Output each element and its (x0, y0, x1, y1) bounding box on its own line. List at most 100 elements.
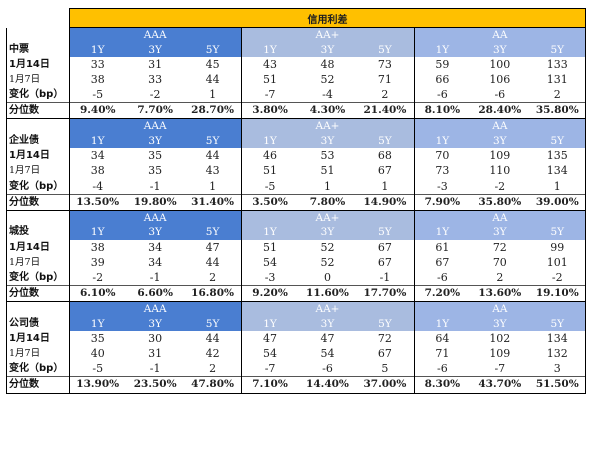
tenor-header: 5Y (378, 226, 392, 239)
value-group: 51 52 71 (241, 72, 413, 87)
table-row: 1月14日 35 30 44 47 47 72 64 102 134 (6, 331, 586, 346)
value-cell: 7.20% (424, 287, 461, 300)
rating-group-header: AA (413, 302, 586, 317)
value-group: -5 -1 2 (69, 361, 241, 376)
value-cell: 31 (148, 347, 163, 361)
value-cell: 70 (492, 255, 507, 269)
rating-label: AAA (143, 120, 167, 133)
credit-spread-table: 信用利差 AAA AA+ AA 中票 1Y 3Y 5Y 1Y 3Y 5Y 1Y 3Y 5Y 1月14日 33… (6, 8, 586, 394)
value-cell: 38 (90, 164, 105, 178)
tenor-header: 3Y (148, 134, 162, 147)
rating-group-header: AAA (69, 119, 242, 134)
value-cell: 45 (205, 58, 220, 71)
value-group: 7.90% 35.80% 39.00% (414, 195, 586, 210)
value-cell: 135 (546, 149, 568, 163)
tenor-header: 5Y (550, 226, 565, 239)
rating-label: AA+ (315, 29, 340, 41)
value-cell: 52 (320, 73, 335, 87)
value-cell: 2 (209, 362, 217, 376)
value-cell: 35.80% (535, 104, 579, 117)
value-cell: 39.00% (535, 195, 579, 208)
value-cell: 1 (553, 179, 561, 193)
value-cell: 7.10% (252, 378, 288, 391)
tenor-header: 1Y (90, 134, 105, 147)
value-group: 39 34 44 (69, 255, 241, 270)
tenor-header: 3Y (493, 134, 507, 147)
tenor-group: 1Y 3Y 5Y (241, 316, 414, 332)
tenor-header: 5Y (378, 43, 392, 56)
value-cell: 48 (320, 58, 335, 71)
value-group: 61 72 99 (414, 240, 586, 255)
value-cell: 99 (550, 240, 565, 254)
tenor-group: 1Y 3Y 5Y (69, 133, 242, 149)
header-spacer (6, 211, 69, 226)
row-label: 1月14日 (9, 59, 50, 70)
value-cell: 52 (320, 255, 335, 269)
value-cell: 102 (489, 332, 511, 346)
value-cell: 51.50% (535, 378, 579, 391)
table-block: AAA AA+ AA 中票 1Y 3Y 5Y 1Y 3Y 5Y 1Y 3Y 5Y 1月14日 33 31 45 4… (6, 28, 586, 120)
tenor-header: 5Y (378, 317, 392, 330)
value-cell: 54 (263, 255, 278, 269)
tenor-header: 3Y (320, 43, 335, 56)
value-cell: -1 (379, 270, 391, 284)
value-group: 7.10% 14.40% 37.00% (241, 377, 413, 392)
tenor-header: 1Y (263, 43, 277, 56)
column-divider (69, 119, 70, 210)
value-group: 8.30% 43.70% 51.50% (414, 377, 586, 392)
rating-group-header: AA (413, 210, 586, 226)
tenor-group: 1Y 3Y 5Y (69, 316, 242, 332)
row-label: 变化（bp） (9, 89, 64, 101)
value-cell: 34 (90, 149, 105, 163)
value-group: 38 35 43 (69, 163, 241, 178)
value-group: 70 109 135 (414, 148, 586, 163)
tenor-header: 3Y (493, 317, 507, 330)
table-block: AAA AA+ AA 城投 1Y 3Y 5Y 1Y 3Y 5Y 1Y 3Y 5Y 1月14日 38 34 47 5… (6, 210, 586, 303)
row-label: 1月7日 (9, 256, 41, 268)
column-divider (585, 210, 586, 302)
value-cell: 71 (377, 73, 392, 87)
value-cell: 109 (489, 347, 511, 361)
tenor-header: 3Y (493, 226, 507, 239)
rating-group-header: AAA (69, 302, 242, 317)
rating-group-header: AAA (69, 210, 242, 226)
value-cell: 35 (148, 164, 163, 178)
tenor-header: 1Y (263, 317, 277, 330)
value-cell: 5 (381, 362, 389, 376)
value-cell: -1 (149, 362, 161, 376)
tenor-header: 1Y (90, 43, 105, 56)
value-cell: -2 (551, 270, 563, 284)
rating-label: AA+ (315, 120, 340, 133)
value-cell: 39 (90, 255, 105, 269)
value-cell: 44 (205, 73, 220, 87)
value-cell: 14.40% (306, 378, 349, 391)
row-label: 分位数 (9, 288, 39, 300)
column-divider (413, 119, 415, 210)
tenor-group: 1Y 3Y 5Y (69, 225, 242, 240)
value-cell: -7 (494, 362, 506, 376)
value-cell: -2 (494, 179, 506, 193)
tenor-header: 3Y (320, 134, 335, 147)
rating-group-header: AAA (69, 28, 242, 43)
value-cell: -5 (264, 179, 276, 193)
value-cell: 1 (381, 179, 389, 193)
tenor-header: 5Y (205, 43, 220, 56)
value-group: -5 1 1 (241, 179, 413, 194)
tenor-group: 1Y 3Y 5Y (413, 42, 586, 57)
tenor-header: 1Y (90, 317, 105, 330)
tenor-header: 5Y (550, 317, 565, 330)
tenor-header: 5Y (378, 134, 392, 147)
value-cell: 21.40% (363, 104, 407, 117)
value-cell: 7.80% (309, 195, 346, 208)
value-group: -2 -1 2 (69, 270, 241, 285)
table-block: AAA AA+ AA 公司债 1Y 3Y 5Y 1Y 3Y 5Y 1Y 3Y 5Y 1月14日 35 30 44… (6, 302, 586, 394)
value-cell: 47 (263, 332, 278, 346)
value-cell: 13.90% (76, 378, 120, 391)
value-cell: 54 (320, 347, 335, 361)
value-cell: 110 (489, 164, 511, 178)
value-cell: 44 (205, 332, 220, 346)
value-group: -3 -2 1 (414, 179, 586, 194)
value-cell: 23.50% (133, 378, 177, 391)
table-row: 变化（bp） -5 -2 1 -7 -4 2 -6 -6 2 (6, 87, 586, 102)
value-cell: 44 (205, 255, 220, 269)
